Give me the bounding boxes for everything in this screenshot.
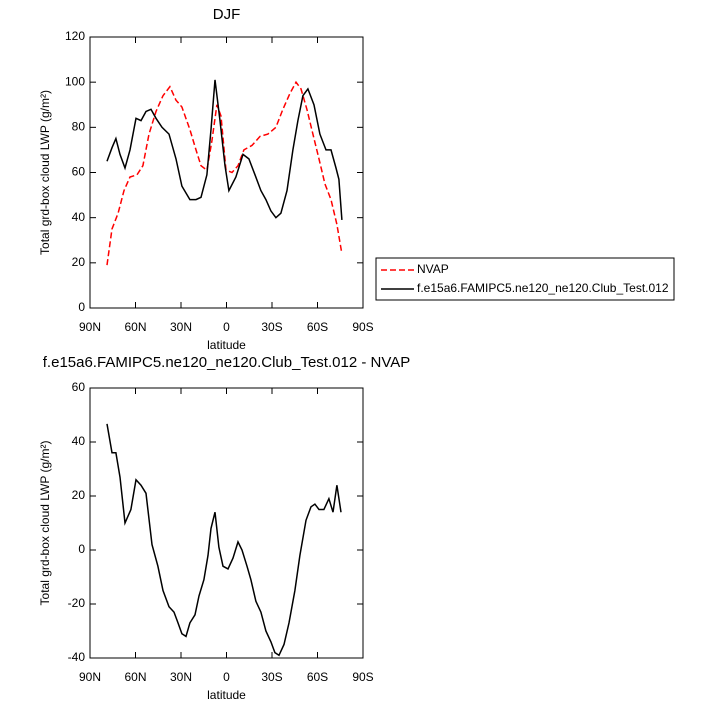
y-axis-label: Total grd-box cloud LWP (g/m²) bbox=[38, 90, 52, 255]
x-tick-label: 90S bbox=[352, 670, 373, 684]
plot-frame bbox=[89, 387, 364, 659]
x-tick-label: 60N bbox=[124, 670, 146, 684]
x-tick-label: 30S bbox=[261, 320, 282, 334]
y-tick-label: 60 bbox=[72, 165, 86, 179]
x-tick-label: 90N bbox=[79, 320, 101, 334]
x-axis-label: latitude bbox=[207, 688, 246, 702]
x-tick-label: 0 bbox=[223, 670, 230, 684]
data-line bbox=[106, 423, 342, 657]
x-tick-label: 90N bbox=[79, 670, 101, 684]
y-tick-label: 0 bbox=[78, 542, 85, 556]
data-line bbox=[106, 80, 343, 266]
y-tick-label: -40 bbox=[68, 650, 86, 664]
x-tick-label: 60S bbox=[307, 670, 328, 684]
x-tick-label: 0 bbox=[223, 320, 230, 334]
y-tick-label: 80 bbox=[72, 120, 86, 134]
data-line bbox=[106, 79, 343, 220]
y-tick-label: 40 bbox=[72, 210, 86, 224]
y-axis-label: Total grd-box cloud LWP (g/m²) bbox=[38, 441, 52, 606]
x-tick-label: 90S bbox=[352, 320, 373, 334]
y-tick-label: 120 bbox=[65, 29, 85, 43]
y-tick-label: 100 bbox=[65, 74, 85, 88]
legend-label: f.e15a6.FAMIPC5.ne120_ne120.Club_Test.01… bbox=[417, 281, 669, 295]
legend-label: NVAP bbox=[417, 262, 449, 276]
x-tick-label: 30N bbox=[170, 320, 192, 334]
chart-title: DJF bbox=[213, 6, 241, 23]
x-tick-label: 30S bbox=[261, 670, 282, 684]
chart-title: f.e15a6.FAMIPC5.ne120_ne120.Club_Test.01… bbox=[43, 354, 410, 371]
y-tick-label: 60 bbox=[72, 380, 86, 394]
y-tick-label: -20 bbox=[68, 596, 86, 610]
x-tick-label: 60S bbox=[307, 320, 328, 334]
y-tick-label: 20 bbox=[72, 255, 86, 269]
legend-box bbox=[375, 257, 675, 301]
x-tick-label: 60N bbox=[124, 320, 146, 334]
y-tick-label: 0 bbox=[78, 300, 85, 314]
x-axis-label: latitude bbox=[207, 338, 246, 352]
y-tick-label: 40 bbox=[72, 434, 86, 448]
y-tick-label: 20 bbox=[72, 488, 86, 502]
x-tick-label: 30N bbox=[170, 670, 192, 684]
